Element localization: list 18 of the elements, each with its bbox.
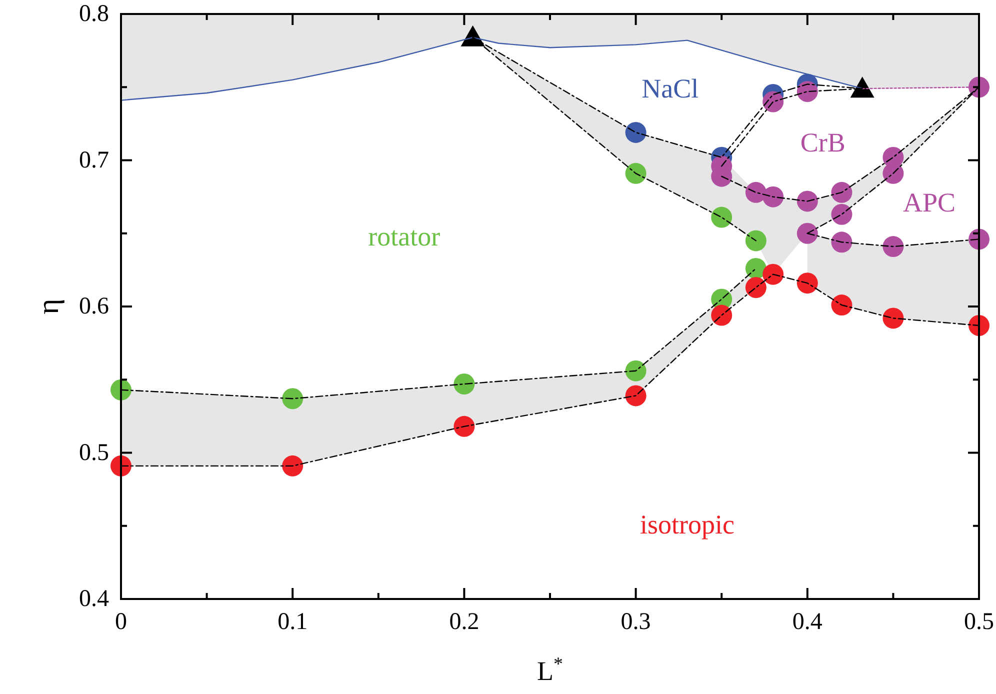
x-axis-title: L$^{*}$ bbox=[537, 654, 563, 686]
x-tick-label: 0 bbox=[115, 609, 127, 635]
x-tick-label: 0.1 bbox=[278, 609, 308, 635]
annotation: CrB bbox=[800, 128, 846, 158]
x-tick-label: 0.5 bbox=[964, 609, 994, 635]
y-axis-title: η bbox=[32, 298, 64, 314]
y-tick-label: 0.4 bbox=[79, 586, 109, 612]
annotation: isotropic bbox=[640, 509, 735, 540]
x-tick-label: 0.4 bbox=[792, 609, 822, 635]
y-tick-label: 0.6 bbox=[79, 294, 109, 320]
annotation: rotator bbox=[368, 221, 440, 252]
annotation: NaCl bbox=[642, 74, 699, 104]
y-tick-label: 0.7 bbox=[79, 147, 109, 174]
annotation: APC bbox=[902, 188, 956, 218]
x-tick-label: 0.3 bbox=[620, 609, 651, 635]
y-tick-label: 0.8 bbox=[79, 1, 109, 27]
y-tick-label: 0.5 bbox=[79, 440, 109, 466]
x-tick-label: 0.2 bbox=[449, 609, 480, 635]
